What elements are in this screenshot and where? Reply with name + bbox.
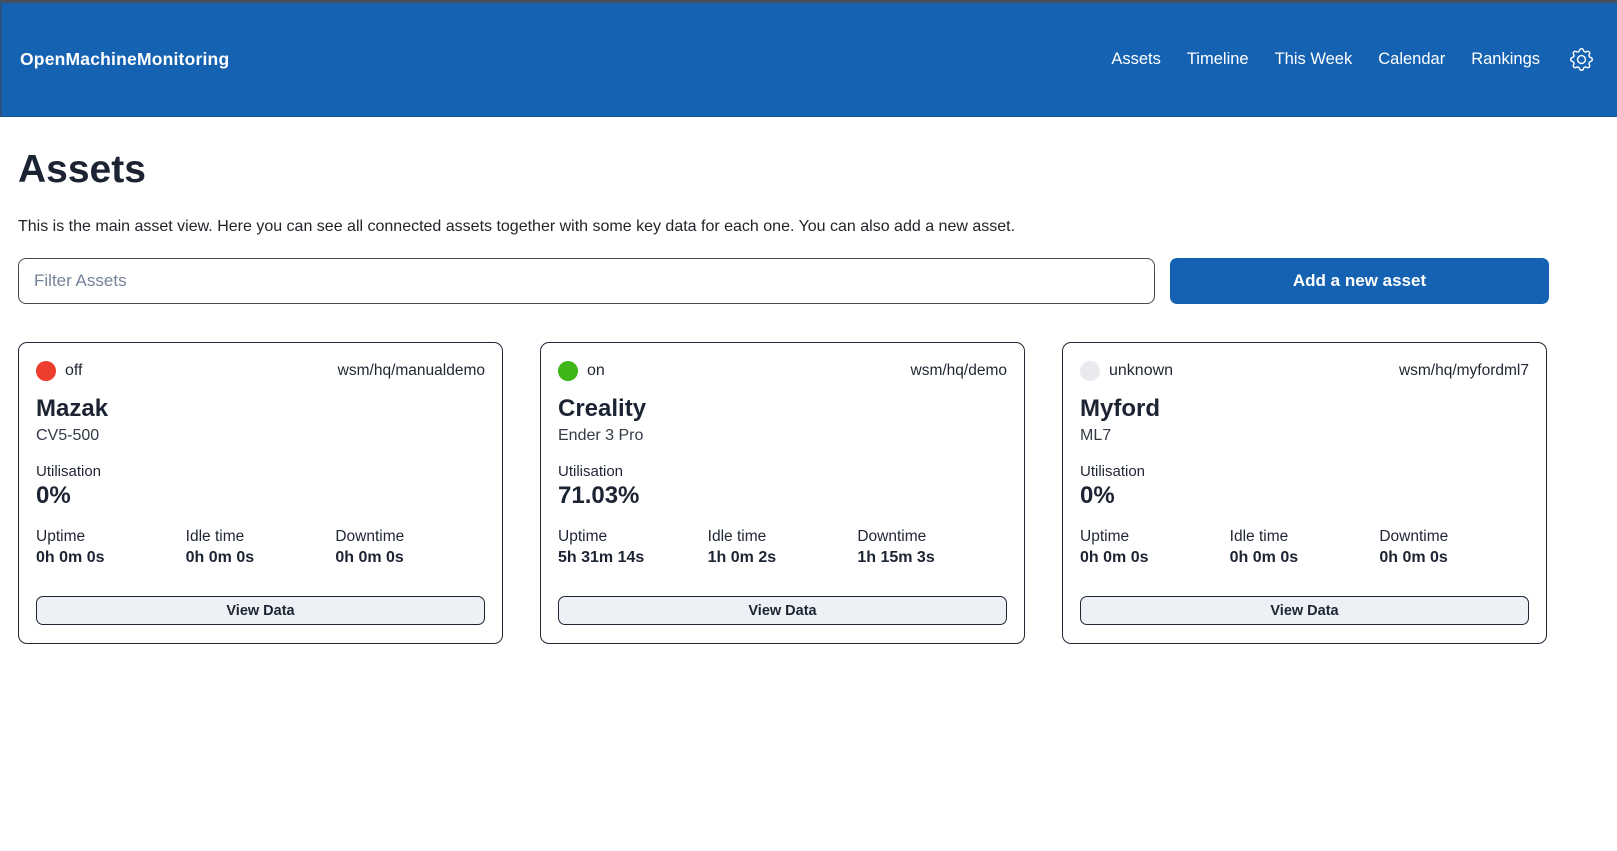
idle-time-label: Idle time [707, 528, 767, 545]
view-data-button[interactable]: View Data [558, 596, 1007, 625]
idle-time-stat: Idle time 0h 0m 0s [186, 528, 336, 567]
downtime-stat: Downtime 1h 15m 3s [857, 528, 1007, 567]
asset-name: Creality [558, 395, 647, 422]
uptime-stat: Uptime 5h 31m 14s [558, 528, 708, 567]
idle-time-value: 0h 0m 0s [1229, 549, 1299, 566]
idle-time-stat: Idle time 1h 0m 2s [708, 528, 858, 567]
status-label: off [65, 362, 83, 379]
asset-topic: wsm/hq/manualdemo [337, 362, 485, 379]
asset-name: Myford [1080, 395, 1160, 422]
downtime-label: Downtime [857, 528, 927, 545]
downtime-stat: Downtime 0h 0m 0s [335, 528, 485, 567]
downtime-stat: Downtime 0h 0m 0s [1379, 528, 1529, 567]
status-label: on [587, 362, 605, 379]
app-header: OpenMachineMonitoring Assets Timeline Th… [0, 0, 1617, 117]
asset-card-list: off wsm/hq/manualdemo Mazak CV5-500 Util… [18, 342, 1549, 644]
idle-time-label: Idle time [1229, 528, 1289, 545]
main-nav: Assets Timeline This Week Calendar Ranki… [1111, 48, 1593, 71]
uptime-stat: Uptime 0h 0m 0s [36, 528, 186, 567]
status-label: unknown [1109, 362, 1174, 379]
app-brand[interactable]: OpenMachineMonitoring [20, 49, 230, 69]
idle-time-value: 1h 0m 2s [707, 549, 777, 566]
uptime-value: 5h 31m 14s [558, 549, 645, 566]
status-row: unknown wsm/hq/myfordml7 [1080, 361, 1529, 381]
uptime-value: 0h 0m 0s [1080, 549, 1149, 566]
nav-timeline[interactable]: Timeline [1186, 50, 1249, 68]
view-data-button[interactable]: View Data [1080, 596, 1529, 625]
gear-icon[interactable] [1570, 48, 1593, 71]
utilisation-value: 0% [36, 482, 71, 509]
stats-row: Uptime 0h 0m 0s Idle time 0h 0m 0s Downt… [1080, 528, 1529, 567]
status-dot [36, 361, 56, 381]
filter-assets-input[interactable] [18, 258, 1155, 304]
status-row: off wsm/hq/manualdemo [36, 361, 485, 381]
uptime-label: Uptime [558, 528, 608, 545]
asset-name: Mazak [36, 395, 109, 422]
uptime-label: Uptime [1080, 528, 1130, 545]
status-dot [1080, 361, 1100, 381]
nav-rankings[interactable]: Rankings [1471, 50, 1540, 68]
page-description: This is the main asset view. Here you ca… [18, 218, 1016, 235]
idle-time-label: Idle time [185, 528, 245, 545]
status-row: on wsm/hq/demo [558, 361, 1007, 381]
idle-time-value: 0h 0m 0s [185, 549, 255, 566]
add-new-asset-button[interactable]: Add a new asset [1170, 258, 1549, 304]
nav-calendar[interactable]: Calendar [1378, 50, 1446, 68]
idle-time-stat: Idle time 0h 0m 0s [1230, 528, 1380, 567]
utilisation-label: Utilisation [558, 463, 624, 480]
nav-assets[interactable]: Assets [1111, 50, 1161, 68]
asset-card-mazak: off wsm/hq/manualdemo Mazak CV5-500 Util… [18, 342, 503, 644]
status-dot [558, 361, 578, 381]
asset-topic: wsm/hq/demo [910, 362, 1007, 379]
page-title: Assets [18, 148, 146, 191]
uptime-label: Uptime [36, 528, 86, 545]
main-content: Assets This is the main asset view. Here… [18, 148, 1549, 644]
utilisation-value: 71.03% [558, 482, 640, 509]
asset-topic: wsm/hq/myfordml7 [1398, 362, 1529, 379]
uptime-stat: Uptime 0h 0m 0s [1080, 528, 1230, 567]
uptime-value: 0h 0m 0s [36, 549, 105, 566]
utilisation-label: Utilisation [36, 463, 102, 480]
asset-model: ML7 [1080, 427, 1112, 444]
downtime-value: 1h 15m 3s [857, 549, 935, 566]
downtime-value: 0h 0m 0s [335, 549, 404, 566]
downtime-label: Downtime [1379, 528, 1449, 545]
asset-model: Ender 3 Pro [558, 427, 644, 444]
asset-card-myford: unknown wsm/hq/myfordml7 Myford ML7 Util… [1062, 342, 1547, 644]
stats-row: Uptime 0h 0m 0s Idle time 0h 0m 0s Downt… [36, 528, 485, 567]
asset-card-creality: on wsm/hq/demo Creality Ender 3 Pro Util… [540, 342, 1025, 644]
utilisation-value: 0% [1080, 482, 1115, 509]
downtime-value: 0h 0m 0s [1379, 549, 1448, 566]
view-data-button[interactable]: View Data [36, 596, 485, 625]
asset-model: CV5-500 [36, 427, 100, 444]
stats-row: Uptime 5h 31m 14s Idle time 1h 0m 2s Dow… [558, 528, 1007, 567]
downtime-label: Downtime [335, 528, 405, 545]
utilisation-label: Utilisation [1080, 463, 1146, 480]
nav-this-week[interactable]: This Week [1274, 50, 1353, 68]
filter-row: Add a new asset [18, 258, 1549, 304]
